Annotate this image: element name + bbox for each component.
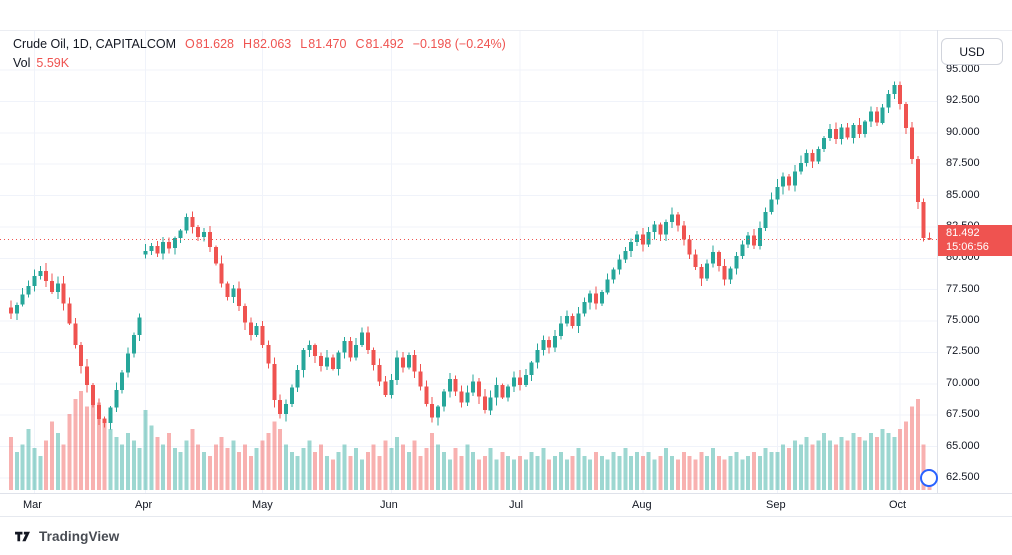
- time-tick-label: Apr: [135, 499, 153, 511]
- change-value: −0.198 (−0.24%): [412, 37, 506, 51]
- price-tick-label: 72.500: [946, 345, 980, 358]
- close-label: C: [355, 37, 365, 51]
- bar-countdown: 15:06:56: [946, 241, 989, 253]
- price-tick-label: 95.000: [946, 63, 980, 75]
- price-axis[interactable]: USD 95.00092.50090.00087.50085.00082.500…: [938, 0, 1012, 493]
- time-axis[interactable]: Mar Apr May Jun Jul Aug Sep Oct: [0, 493, 1012, 517]
- close-value: 81.492: [365, 37, 404, 51]
- legend: Crude Oil, 1D, CAPITALCOM O 81.628 H 82.06…: [13, 37, 506, 70]
- price-tick-label: 67.500: [946, 408, 980, 421]
- open-label: O: [185, 37, 195, 51]
- price-tick-label: 87.500: [946, 157, 980, 170]
- time-tick-label: May: [252, 499, 273, 511]
- price-tick-label: 62.500: [946, 471, 980, 483]
- volume-label[interactable]: Vol: [13, 56, 31, 70]
- high-label: H: [242, 37, 253, 51]
- symbol-title[interactable]: Crude Oil, 1D, CAPITALCOM: [13, 37, 177, 51]
- time-tick-label: Sep: [766, 499, 786, 511]
- pane-top-divider: [0, 30, 1012, 31]
- time-tick-label: Aug: [632, 499, 652, 511]
- notification-bubble-icon[interactable]: [920, 469, 938, 487]
- price-tick-label: 85.000: [946, 188, 980, 201]
- footer-toolbar: TradingView: [0, 518, 1012, 555]
- chart-pane[interactable]: Crude Oil, 1D, CAPITALCOM O 81.628 H 82.06…: [0, 0, 937, 493]
- high-value: 82.063: [253, 37, 292, 51]
- volume-value: 5.59K: [36, 56, 70, 70]
- time-tick-label: Oct: [889, 499, 907, 511]
- price-tick-label: 77.500: [946, 282, 980, 295]
- time-tick-label: Jun: [380, 499, 398, 511]
- last-price-badge: 81.492 15:06:56: [938, 225, 1012, 256]
- last-price-value: 81.492: [946, 227, 980, 239]
- open-value: 81.628: [195, 37, 234, 51]
- tradingview-logo-icon[interactable]: [13, 527, 32, 546]
- low-value: 81.470: [308, 37, 347, 51]
- currency-usd-button[interactable]: USD: [941, 38, 1003, 65]
- price-tick-label: 70.000: [946, 376, 980, 389]
- price-tick-label: 75.000: [946, 314, 980, 327]
- price-tick-label: 92.500: [946, 94, 980, 107]
- time-tick-label: Mar: [23, 499, 42, 511]
- time-tick-label: Jul: [509, 499, 524, 511]
- tradingview-wordmark[interactable]: TradingView: [39, 529, 120, 544]
- candlestick-chart-canvas[interactable]: [0, 0, 937, 493]
- price-axis-divider: [937, 30, 938, 493]
- low-label: L: [300, 37, 308, 51]
- price-tick-label: 90.000: [946, 125, 980, 138]
- price-tick-label: 65.000: [946, 439, 980, 452]
